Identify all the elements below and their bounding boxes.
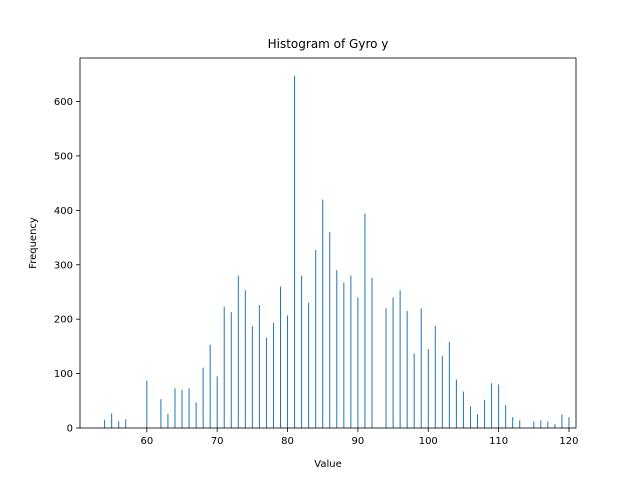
x-tick-label: 110: [489, 436, 508, 447]
histogram-bar: [448, 342, 450, 428]
histogram-bar: [265, 337, 267, 428]
histogram-bar: [399, 290, 401, 428]
histogram-bar: [209, 344, 211, 428]
y-axis-ticks: 0 100 200 300 400 500 600: [54, 97, 80, 435]
x-tick-label: 100: [419, 436, 438, 447]
histogram-bar: [498, 384, 500, 428]
histogram-bar: [181, 389, 183, 428]
y-tick-label: 100: [54, 369, 73, 380]
histogram-bar: [357, 297, 359, 428]
x-tick-label: 60: [140, 436, 153, 447]
plot-frame: [79, 57, 577, 429]
histogram-bar: [146, 380, 148, 428]
histogram-bar: [118, 421, 120, 428]
histogram-bar: [322, 199, 324, 428]
histogram-bar: [294, 75, 296, 429]
histogram-bar: [167, 413, 169, 428]
y-tick-label: 200: [54, 315, 73, 326]
histogram-bar: [280, 286, 282, 428]
histogram-bar: [364, 213, 366, 428]
histogram-bar: [104, 419, 106, 428]
histogram-bar: [251, 326, 253, 428]
histogram-bar: [533, 421, 535, 428]
histogram-bar: [111, 413, 113, 428]
histogram-bar: [519, 420, 521, 428]
histogram-bar: [469, 406, 471, 428]
histogram-bar: [484, 399, 486, 428]
histogram-bar: [406, 311, 408, 428]
histogram-bar: [308, 302, 310, 428]
y-tick-label: 300: [54, 260, 73, 271]
histogram-bar: [216, 376, 218, 428]
histogram-bar: [315, 250, 317, 428]
x-axis-ticks: 60 70 80 90 100 110 120: [140, 428, 579, 447]
histogram-bar: [455, 379, 457, 428]
histogram-bar: [350, 275, 352, 428]
chart-title: Histogram of Gyro y: [268, 37, 389, 51]
histogram-bar: [568, 417, 570, 428]
x-tick-label: 90: [352, 436, 365, 447]
histogram-bar: [512, 417, 514, 428]
histogram-bar: [427, 349, 429, 428]
histogram-bar: [371, 277, 373, 428]
histogram-bar: [244, 290, 246, 428]
histogram-bar: [202, 367, 204, 428]
histogram-bar: [287, 315, 289, 428]
histogram-bar: [540, 420, 542, 428]
histogram-bar: [385, 308, 387, 428]
histogram-bar: [329, 232, 331, 428]
histogram-bar: [223, 306, 225, 428]
histogram-bar: [160, 399, 162, 428]
histogram-bar: [125, 419, 127, 428]
y-tick-label: 0: [67, 424, 73, 435]
histogram-bar: [392, 297, 394, 428]
histogram-bar: [301, 275, 303, 428]
histogram-bar: [462, 391, 464, 428]
histogram-bar: [195, 402, 197, 428]
x-axis-label: Value: [314, 459, 341, 470]
y-axis-label: Frequency: [28, 217, 39, 269]
histogram-bar: [336, 270, 338, 428]
histogram-bar: [434, 325, 436, 428]
histogram-bar: [441, 355, 443, 428]
histogram-bar: [413, 353, 415, 428]
histogram-bar: [343, 282, 345, 428]
y-tick-label: 500: [54, 151, 73, 162]
histogram-bar: [258, 305, 260, 428]
histogram-bar: [547, 421, 549, 428]
histogram-bar: [554, 424, 556, 428]
bars-group: [104, 75, 570, 429]
histogram-bar: [505, 405, 507, 428]
histogram-bar: [230, 312, 232, 428]
histogram-bar: [188, 388, 190, 428]
histogram-bar: [491, 383, 493, 428]
histogram-bar: [477, 414, 478, 428]
x-tick-label: 120: [559, 436, 578, 447]
histogram-bar: [420, 308, 422, 428]
histogram-bar: [174, 388, 176, 428]
y-tick-label: 600: [54, 97, 73, 108]
histogram-bar: [272, 322, 274, 428]
x-tick-label: 80: [281, 436, 294, 447]
histogram-bar: [561, 414, 563, 428]
y-tick-label: 400: [54, 206, 73, 217]
histogram-bar: [237, 275, 239, 428]
x-tick-label: 70: [211, 436, 224, 447]
